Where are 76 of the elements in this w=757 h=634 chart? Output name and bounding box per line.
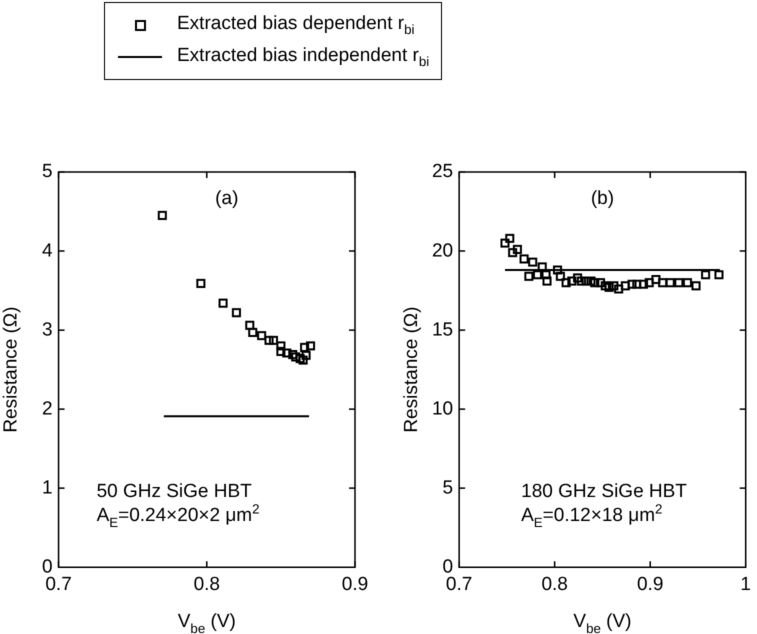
point — [628, 280, 637, 289]
point — [609, 281, 618, 290]
y-tick-label: 5 — [42, 161, 53, 182]
point — [276, 341, 286, 350]
point — [291, 352, 300, 362]
point — [567, 276, 576, 286]
point — [596, 278, 606, 288]
point — [276, 346, 286, 356]
point — [508, 248, 518, 258]
point — [245, 320, 254, 330]
y-tick-label: 15 — [432, 319, 454, 340]
point — [714, 270, 724, 280]
annotation: 180 GHz SiGe HBT — [521, 481, 688, 502]
legend-label: Extracted bias independent r$_{bi}$ — [177, 45, 430, 69]
point — [658, 278, 668, 288]
point — [692, 281, 701, 290]
y-axis-title: Resistance (Ω) — [0, 306, 22, 433]
x-tick-label: 0.8 — [194, 574, 220, 595]
point — [586, 276, 596, 286]
point — [505, 234, 514, 243]
y-tick-label: 1 — [42, 477, 53, 498]
point — [682, 278, 692, 288]
point — [306, 341, 316, 350]
legend-label: Extracted bias dependent r$_{bi}$ — [177, 13, 414, 37]
x-tick-label: 0.8 — [541, 574, 568, 595]
point — [288, 350, 298, 360]
point — [614, 284, 624, 294]
point — [644, 278, 654, 288]
y-tick-label: 2 — [42, 398, 53, 420]
point — [524, 272, 534, 281]
y-tick-label: 25 — [432, 161, 454, 182]
point — [542, 270, 551, 280]
point — [298, 356, 308, 365]
x-tick-label: 0.9 — [342, 574, 368, 595]
point — [620, 281, 630, 290]
point — [638, 280, 648, 289]
point — [532, 270, 542, 280]
y-tick-label: 4 — [42, 240, 53, 262]
point — [248, 328, 258, 337]
x-tick-label: 1 — [740, 574, 752, 595]
y-tick-label: 5 — [442, 477, 454, 498]
annotation: (a) — [215, 188, 238, 209]
point — [196, 278, 206, 288]
annotation: (b) — [590, 188, 614, 209]
point — [552, 265, 562, 275]
point — [268, 336, 278, 345]
point — [528, 258, 538, 267]
point — [562, 278, 571, 288]
y-tick-label: 3 — [42, 319, 53, 340]
point — [512, 244, 522, 254]
point — [573, 273, 582, 282]
x-tick-label: 0.9 — [636, 574, 664, 595]
point — [590, 278, 600, 288]
point — [520, 254, 529, 264]
point — [632, 280, 642, 289]
point — [302, 350, 311, 360]
point — [232, 308, 241, 318]
y-tick-label: 20 — [432, 240, 454, 262]
point — [604, 282, 614, 292]
annotation: 50 GHz SiGe HBT — [96, 481, 252, 502]
point — [300, 342, 310, 352]
point — [666, 278, 675, 288]
point — [264, 336, 274, 345]
point — [674, 278, 684, 288]
point — [500, 238, 510, 248]
point — [600, 281, 610, 290]
point — [257, 331, 266, 340]
y-axis-title: Resistance (Ω) — [401, 306, 422, 433]
point — [651, 274, 660, 284]
point — [218, 298, 228, 308]
point — [556, 272, 565, 281]
point — [576, 276, 586, 286]
point — [542, 276, 552, 286]
y-tick-label: 10 — [432, 398, 454, 420]
point — [158, 210, 167, 220]
point — [701, 270, 710, 280]
